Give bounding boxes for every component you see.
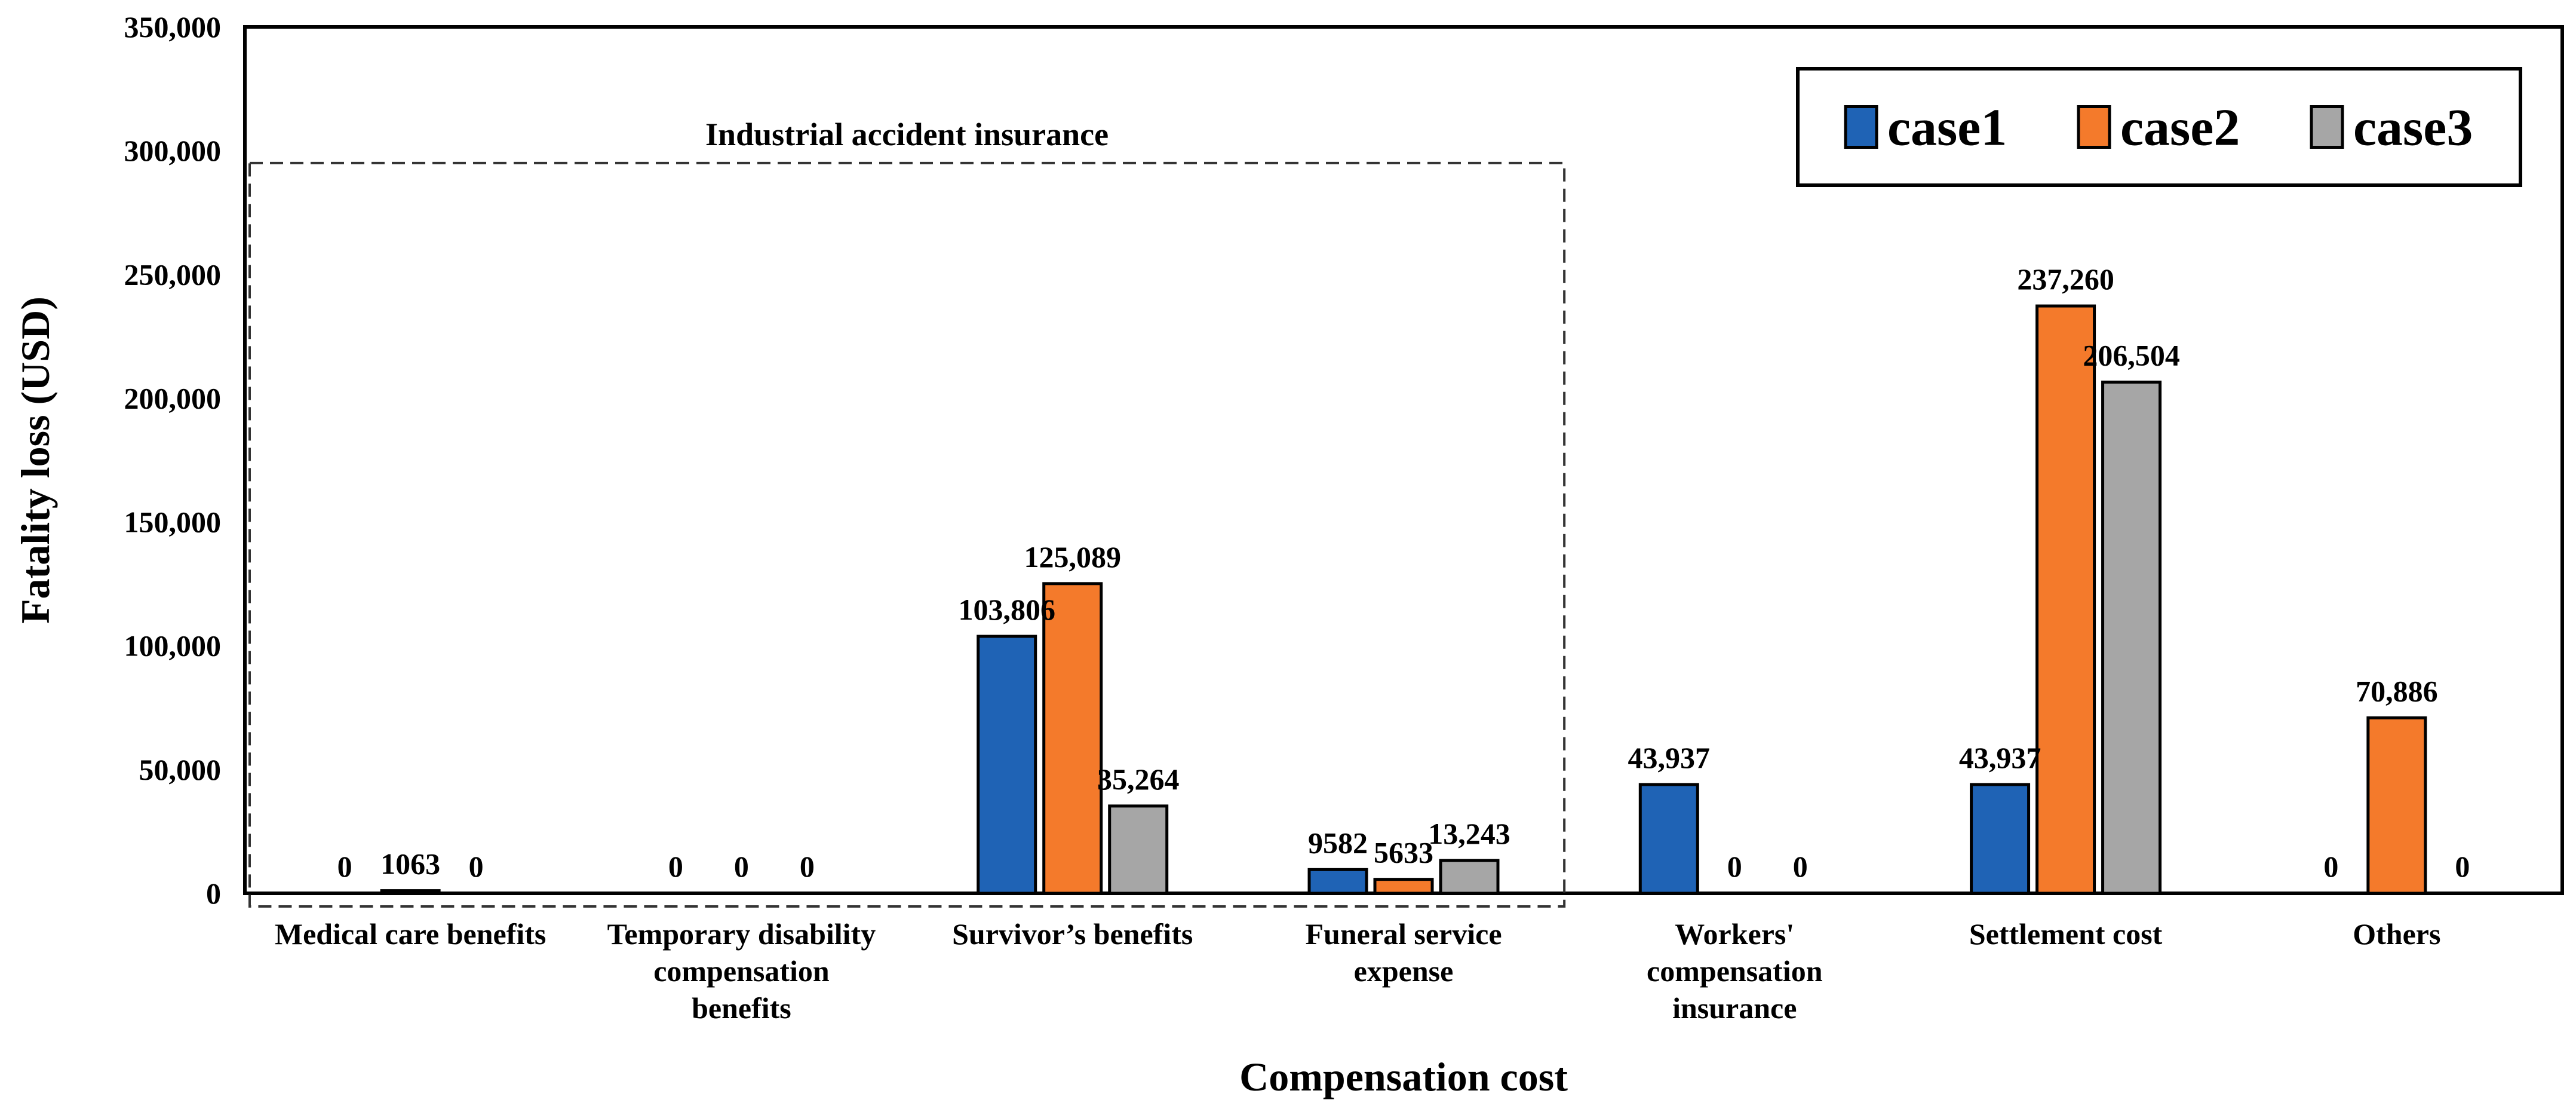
data-label: 0 (337, 850, 352, 883)
data-label: 0 (668, 850, 683, 883)
bar-case1 (1307, 868, 1368, 895)
data-label: 0 (469, 850, 484, 883)
bar-case1 (977, 635, 1037, 895)
bar-case2 (2035, 304, 2096, 895)
category-labels-group: Medical care benefits Temporary disabilit… (275, 917, 2441, 1025)
data-label: 9582 (1308, 826, 1368, 859)
data-label: 0 (2455, 850, 2470, 883)
legend-swatch-case1 (1844, 105, 1878, 149)
y-tick-label: 100,000 (124, 629, 222, 663)
data-label: 70,886 (2356, 674, 2438, 707)
y-tick-label: 350,000 (124, 10, 222, 44)
data-label: 0 (2323, 850, 2338, 883)
bar-case2 (2366, 716, 2427, 895)
data-label: 0 (1793, 850, 1808, 883)
y-axis-ticks: 0 50,000 100,000 150,000 200,000 250,000 300,0… (124, 10, 222, 910)
data-label: 13,243 (1428, 817, 1510, 850)
bar-case1 (1638, 783, 1699, 895)
y-tick-label: 200,000 (124, 381, 222, 415)
category-label: Survivor’s benefits (952, 917, 1193, 951)
category-label: Medical care benefits (275, 917, 546, 951)
legend-label-case3: case3 (2353, 99, 2473, 157)
bar-case3 (1439, 859, 1500, 895)
category-label: Settlement cost (1969, 917, 2163, 951)
legend-swatch-case2 (2077, 105, 2111, 149)
bar-case3 (1108, 804, 1169, 895)
data-label: 35,264 (1097, 762, 1180, 796)
data-label: 1063 (380, 847, 440, 881)
data-labels-group: 0 1063 0 0 0 0 103,806 125,089 35,264 9582 563313,… (337, 262, 2470, 883)
legend-label-case1: case1 (1887, 99, 2007, 157)
data-label: 0 (1727, 850, 1742, 883)
data-label: 206,504 (2083, 338, 2180, 372)
annotation-dashed-box (248, 161, 1566, 908)
data-label: 237,260 (2017, 262, 2114, 296)
bar-case2 (1373, 878, 1434, 895)
data-label: 0 (800, 850, 815, 883)
legend-swatch-case3 (2310, 105, 2344, 149)
legend-box (1796, 67, 2522, 187)
legend-label-case2: case2 (2120, 99, 2240, 157)
data-label: 0 (734, 850, 749, 883)
bars-group (380, 304, 2427, 895)
data-label: 43,937 (1628, 741, 1711, 774)
category-label: Others (2353, 917, 2440, 951)
category-label: Temporary disability compensation benefits (607, 917, 876, 1025)
bar-case2 (380, 889, 441, 895)
y-tick-label: 0 (206, 877, 221, 910)
bar-case1 (1970, 783, 2031, 895)
y-tick-label: 250,000 (124, 258, 222, 291)
legend: case1 case2 case3 (1796, 67, 2522, 187)
y-tick-label: 300,000 (124, 134, 222, 167)
annotation-label: Industrial accident insurance (705, 117, 1109, 152)
category-label: Workers' compensation insurance (1647, 917, 1823, 1025)
y-tick-label: 50,000 (139, 753, 222, 786)
data-label: 125,089 (1024, 540, 1121, 574)
x-axis-title: Compensation cost (1239, 1054, 1568, 1099)
bar-case2 (1042, 582, 1103, 895)
data-label: 103,806 (958, 593, 1055, 626)
category-label: Funeral service expense (1305, 917, 1502, 988)
annotation-group: Industrial accident insurance (248, 117, 1566, 908)
bar-case3 (2101, 380, 2162, 895)
data-label: 43,937 (1959, 741, 2041, 774)
y-tick-label: 150,000 (124, 506, 222, 539)
data-label: 5633 (1374, 836, 1433, 869)
y-axis-title: Fatality loss (USD) (13, 296, 58, 624)
